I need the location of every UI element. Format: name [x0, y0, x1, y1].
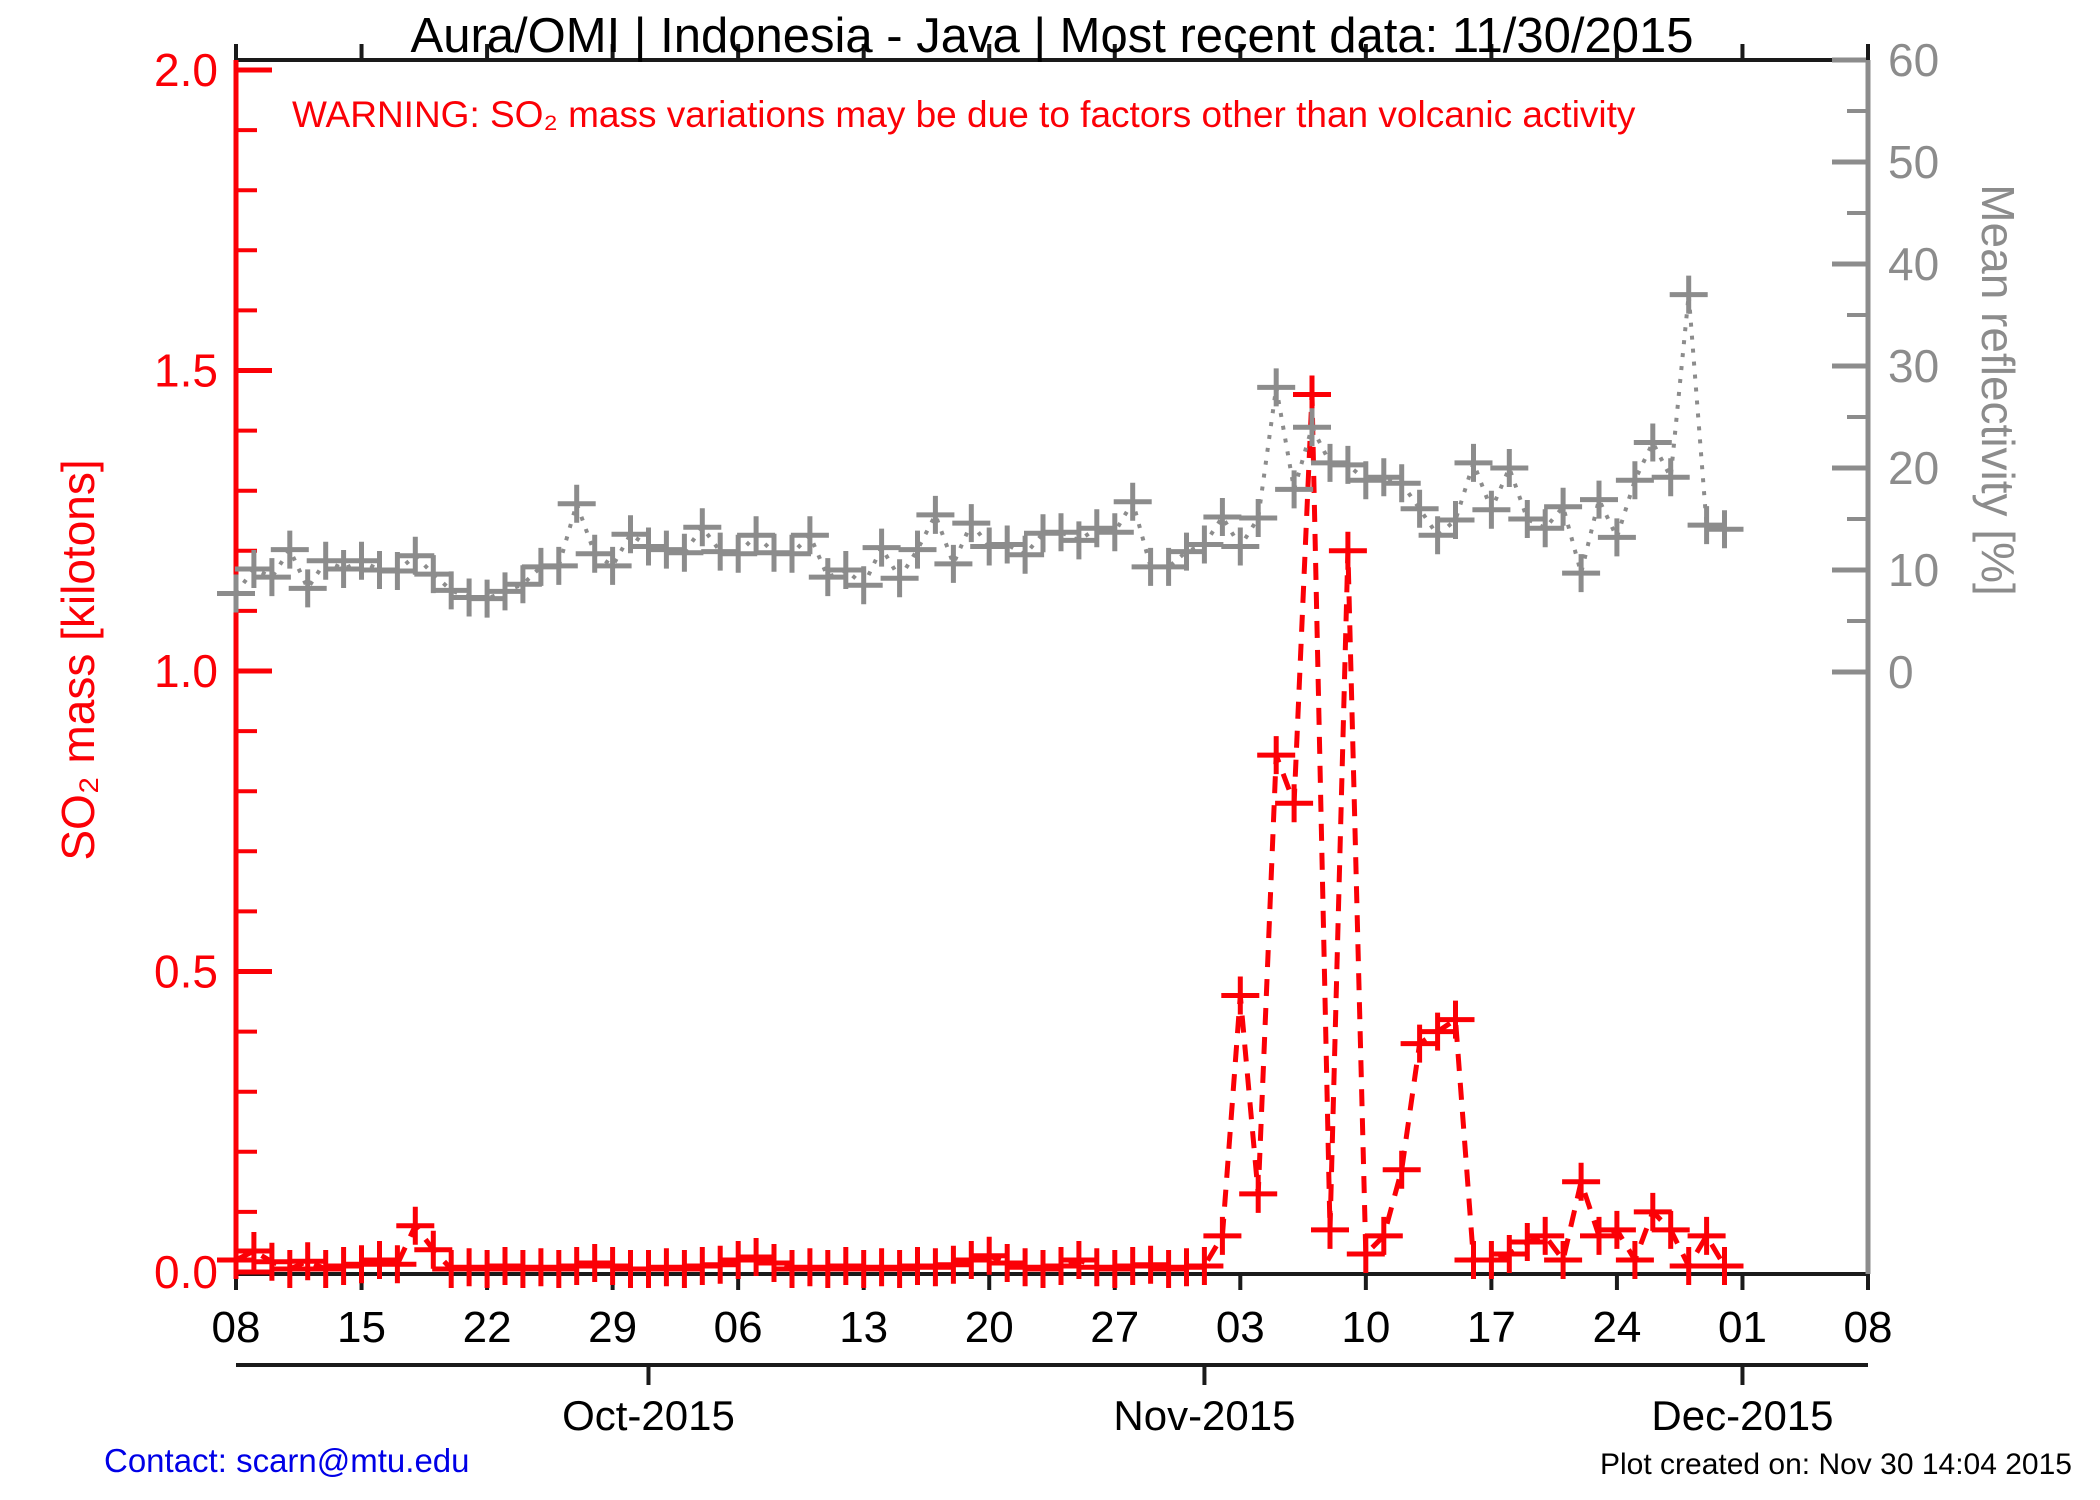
right-tick-label: 60 [1888, 34, 1939, 86]
left-axis: 0.0 0.5 1.0 1.5 2.0 [154, 44, 272, 1298]
date-tick-label: 13 [839, 1303, 888, 1352]
right-tick-label: 50 [1888, 136, 1939, 188]
date-tick-label: 08 [212, 1303, 261, 1352]
right-tick-label: 30 [1888, 340, 1939, 392]
date-tick-label: 24 [1592, 1303, 1641, 1352]
date-tick-label: 01 [1718, 1303, 1767, 1352]
chart-title: Aura/OMI | Indonesia - Java | Most recen… [410, 9, 1694, 63]
date-tick-label: 06 [714, 1303, 763, 1352]
so2-series-markers [217, 375, 1744, 1288]
month-label: Nov-2015 [1113, 1392, 1295, 1439]
left-tick-label: 0.5 [154, 946, 218, 998]
left-tick-label: 1.0 [154, 645, 218, 697]
date-tick-label: 10 [1341, 1303, 1390, 1352]
plot-created-timestamp: Plot created on: Nov 30 14:04 2015 [1599, 1448, 2072, 1481]
right-axis-label: Mean reflectivity [%] [1972, 184, 2024, 596]
left-axis-label: SO₂ mass [kilotons] [52, 459, 104, 861]
date-tick-label: 03 [1216, 1303, 1265, 1352]
date-tick-label: 20 [965, 1303, 1014, 1352]
left-tick-label: 2.0 [154, 44, 218, 96]
date-tick-label: 22 [463, 1303, 512, 1352]
warning-text: WARNING: SO₂ mass variations may be due … [292, 94, 1636, 135]
contact-link[interactable]: Contact: scarn@mtu.edu [104, 1442, 470, 1479]
date-tick-label: 08 [1844, 1303, 1893, 1352]
date-tick-label: 15 [337, 1303, 386, 1352]
right-tick-label: 10 [1888, 544, 1939, 596]
month-label: Dec-2015 [1651, 1392, 1833, 1439]
month-axis: Oct-2015 Nov-2015 Dec-2015 [236, 1363, 1868, 1439]
so2-series-line [234, 394, 1727, 1272]
right-tick-label: 20 [1888, 442, 1939, 494]
right-tick-label: 0 [1888, 646, 1914, 698]
x-axis: 08 15 22 29 06 13 20 27 03 10 17 24 01 08 [212, 44, 1893, 1352]
reflectivity-series-markers [217, 275, 1744, 618]
left-tick-label: 1.5 [154, 345, 218, 397]
date-tick-label: 29 [588, 1303, 637, 1352]
date-tick-label: 27 [1090, 1303, 1139, 1352]
right-tick-label: 40 [1888, 238, 1939, 290]
date-tick-label: 17 [1467, 1303, 1516, 1352]
month-label: Oct-2015 [562, 1392, 735, 1439]
right-axis: 0 10 20 30 40 50 60 [1832, 34, 1939, 698]
reflectivity-series-line [234, 294, 1725, 601]
left-tick-label: 0.0 [154, 1246, 218, 1298]
